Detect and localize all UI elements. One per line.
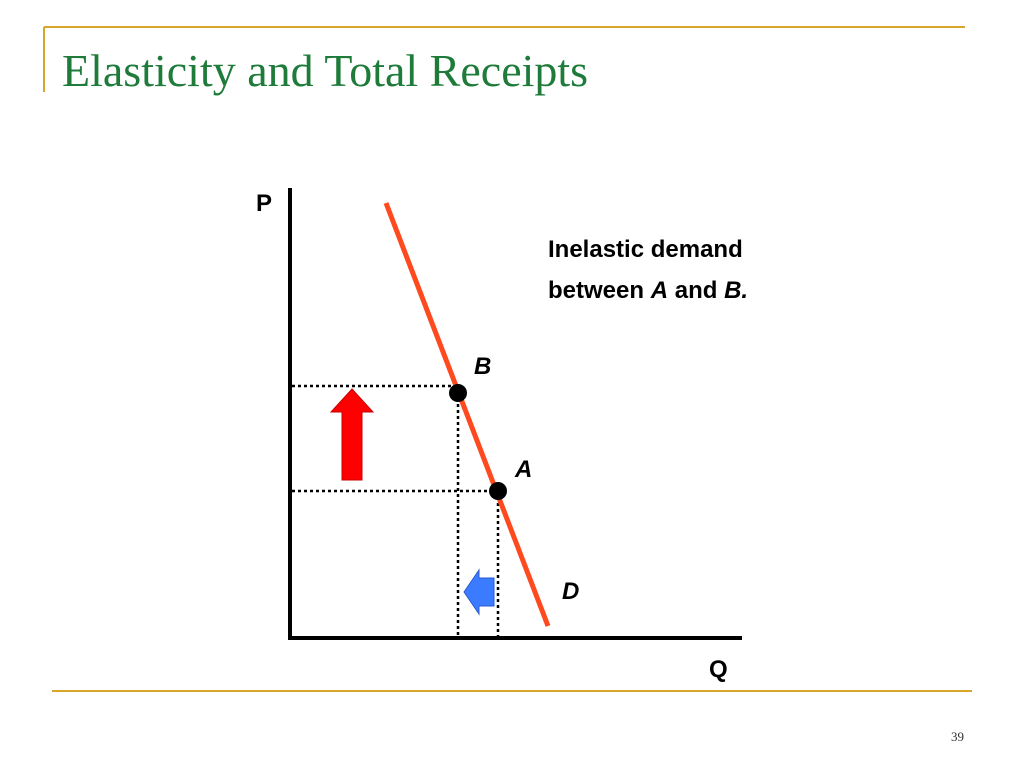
slide-number: 39 — [951, 729, 964, 744]
annotation-between: between — [548, 277, 651, 304]
arrow-up-icon — [329, 388, 375, 481]
point-b-label: B — [474, 353, 491, 380]
annotation-line-2: between A and B. — [548, 277, 748, 304]
annotation-point-a: A — [650, 277, 668, 304]
annotation-point-b: B. — [724, 277, 748, 304]
annotation-line-1: Inelastic demand — [548, 236, 743, 263]
inelastic-annotation: Inelastic demand between A and B. — [548, 236, 748, 304]
annotation-and: and — [668, 277, 724, 304]
demand-curve-label: D — [562, 578, 579, 605]
arrow-left-icon — [463, 568, 495, 616]
slide-title: Elasticity and Total Receipts — [62, 45, 589, 96]
demand-curve — [383, 202, 551, 627]
slide-frame — [43, 26, 972, 692]
guide-lines — [292, 384, 500, 637]
point-a — [489, 482, 507, 500]
point-a-label: A — [514, 456, 532, 483]
y-axis-label: P — [256, 190, 272, 217]
x-axis-label: Q — [709, 656, 728, 683]
point-b — [449, 384, 467, 402]
